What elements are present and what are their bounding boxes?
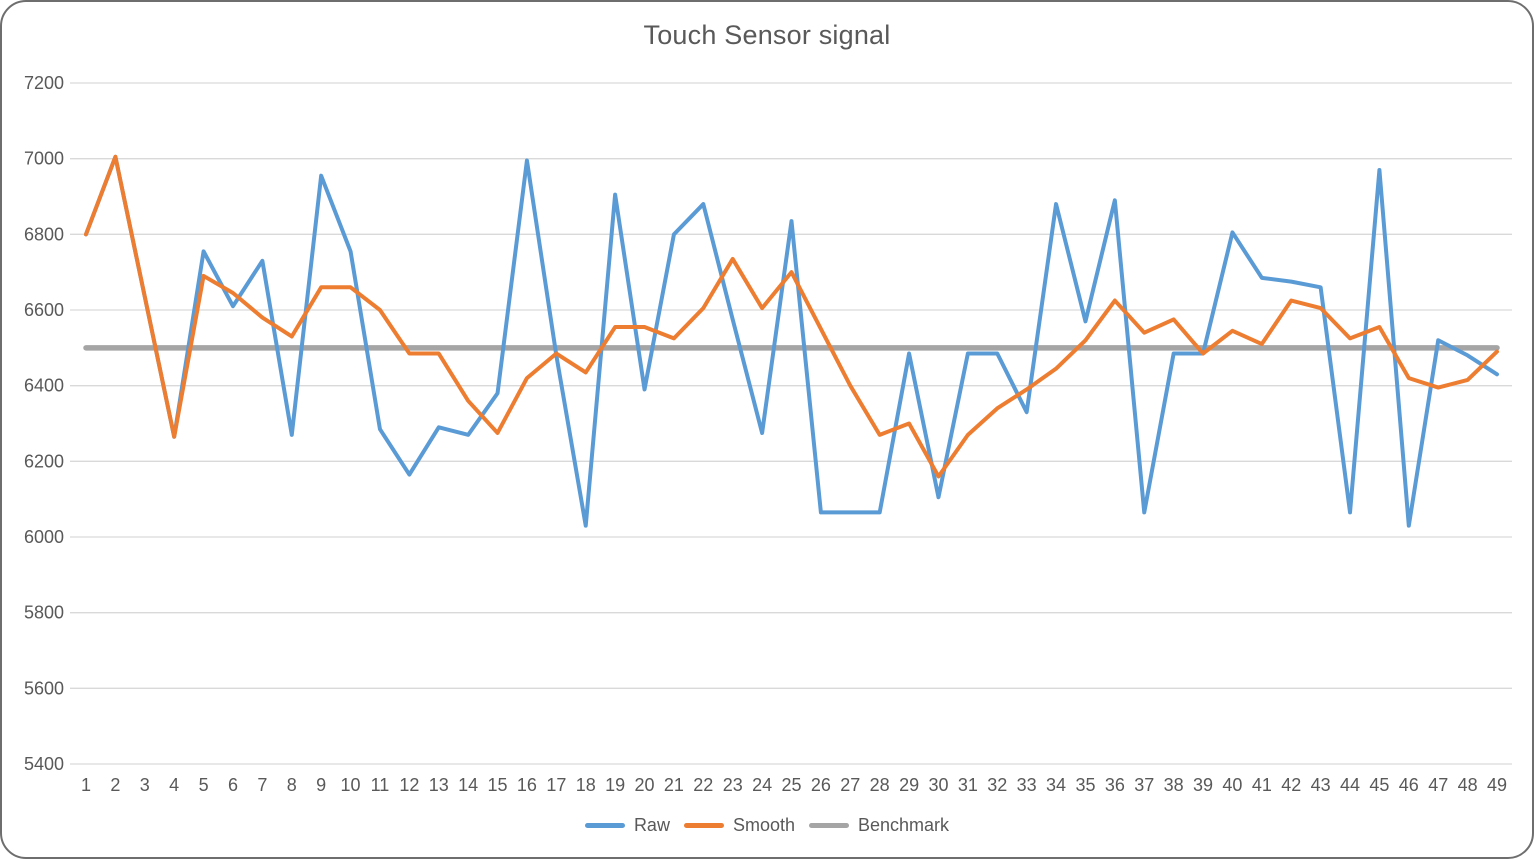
legend-item-raw: Raw [584, 815, 670, 836]
x-tick-label: 11 [371, 775, 390, 795]
x-tick-label: 34 [1046, 775, 1066, 795]
x-tick-label: 35 [1075, 775, 1095, 795]
x-tick-label: 2 [110, 775, 120, 795]
legend-label-benchmark: Benchmark [858, 815, 950, 835]
x-tick-label: 33 [1017, 775, 1037, 795]
x-tick-label: 7 [257, 775, 267, 795]
x-tick-label: 1 [81, 775, 91, 795]
x-tick-label: 39 [1193, 775, 1213, 795]
smooth-series-swatch [683, 823, 724, 828]
legend-label-smooth: Smooth [732, 815, 795, 835]
x-tick-label: 20 [635, 775, 655, 795]
x-tick-label: 41 [1252, 775, 1272, 795]
smooth-series-line [84, 154, 1499, 479]
chart-title: Touch Sensor signal [643, 20, 891, 50]
x-tick-label: 45 [1369, 775, 1389, 795]
x-tick-label: 3 [140, 775, 150, 795]
y-tick-label: 5400 [24, 754, 64, 774]
x-tick-label: 9 [316, 775, 326, 795]
raw-series-line [84, 154, 1499, 528]
x-tick-label: 25 [781, 775, 801, 795]
raw-series-swatch [584, 823, 625, 828]
y-tick-label: 7000 [24, 149, 64, 169]
y-tick-label: 6200 [24, 451, 64, 471]
chart-legend: Raw Smooth Benchmark [2, 815, 1532, 836]
x-tick-label: 22 [693, 775, 713, 795]
y-tick-label: 6000 [24, 527, 64, 547]
x-tick-label: 48 [1458, 775, 1478, 795]
x-tick-label: 13 [429, 775, 449, 795]
x-tick-label: 12 [399, 775, 419, 795]
x-tick-label: 26 [811, 775, 831, 795]
x-tick-label: 6 [228, 775, 238, 795]
legend-item-smooth: Smooth [683, 815, 795, 836]
x-tick-label: 40 [1222, 775, 1242, 795]
x-tick-label: 24 [752, 775, 772, 795]
x-tick-label: 46 [1399, 775, 1419, 795]
x-tick-label: 17 [546, 775, 566, 795]
x-tick-label: 49 [1487, 775, 1507, 795]
x-tick-label: 28 [870, 775, 890, 795]
y-tick-label: 5800 [24, 603, 64, 623]
x-tick-label: 4 [169, 775, 179, 795]
x-tick-label: 44 [1340, 775, 1360, 795]
x-tick-label: 31 [958, 775, 978, 795]
x-tick-label: 8 [287, 775, 297, 795]
benchmark-series-swatch [809, 823, 849, 828]
x-tick-label: 43 [1311, 775, 1331, 795]
x-tick-label: 10 [341, 775, 361, 795]
x-tick-label: 19 [605, 775, 625, 795]
x-tick-label: 32 [987, 775, 1007, 795]
x-tick-label: 29 [899, 775, 919, 795]
x-tick-label: 21 [664, 775, 684, 795]
x-tick-label: 47 [1428, 775, 1448, 795]
legend-item-benchmark: Benchmark [809, 815, 949, 836]
x-tick-label: 5 [199, 775, 209, 795]
x-tick-label: 18 [576, 775, 596, 795]
y-tick-label: 6400 [24, 376, 64, 396]
x-tick-label: 15 [488, 775, 508, 795]
legend-label-raw: Raw [633, 815, 670, 835]
x-tick-label: 16 [517, 775, 537, 795]
y-tick-label: 6600 [24, 300, 64, 320]
y-tick-label: 6800 [24, 224, 64, 244]
x-tick-label: 37 [1134, 775, 1154, 795]
x-tick-label: 30 [928, 775, 948, 795]
x-tick-label: 23 [723, 775, 743, 795]
y-tick-label: 5600 [24, 678, 64, 698]
y-tick-label: 7200 [24, 73, 64, 93]
x-tick-label: 14 [458, 775, 478, 795]
x-tick-label: 27 [840, 775, 860, 795]
x-tick-label: 36 [1105, 775, 1125, 795]
x-tick-label: 42 [1281, 775, 1301, 795]
x-tick-label: 38 [1164, 775, 1184, 795]
